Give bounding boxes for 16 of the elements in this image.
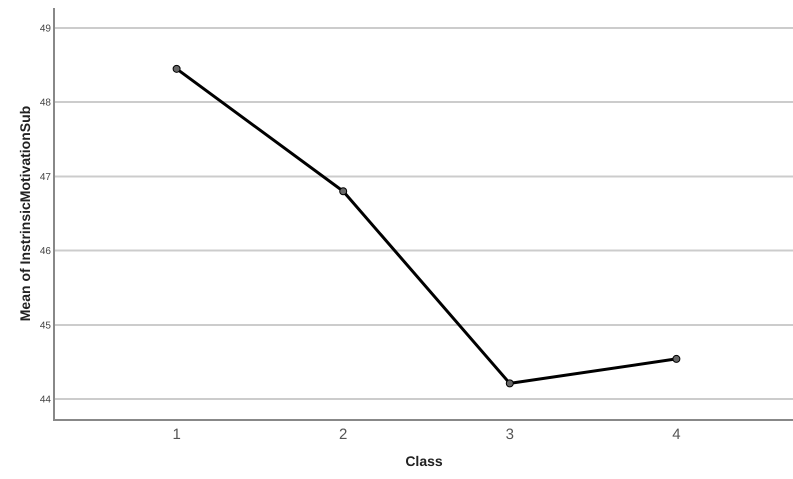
y-tick-label: 46: [40, 246, 52, 258]
y-tick-label: 44: [40, 394, 52, 406]
x-axis-title: Class: [405, 452, 443, 469]
point: [172, 64, 181, 73]
x-tick-label: 1: [172, 426, 181, 443]
point: [672, 354, 680, 363]
x-tick-label: 4: [672, 426, 681, 443]
y-tick-label: 47: [40, 172, 52, 183]
y-tick-label: 49: [40, 24, 52, 35]
y-tick-label: 48: [40, 98, 52, 109]
x-tick-label: 3: [506, 426, 514, 443]
y-axis-title: Mean of InstrinsicMotivationSub: [16, 106, 33, 322]
point: [506, 379, 514, 388]
point: [339, 187, 348, 196]
y-tick-label: 45: [40, 320, 52, 332]
x-tick-label: 2: [339, 426, 348, 443]
